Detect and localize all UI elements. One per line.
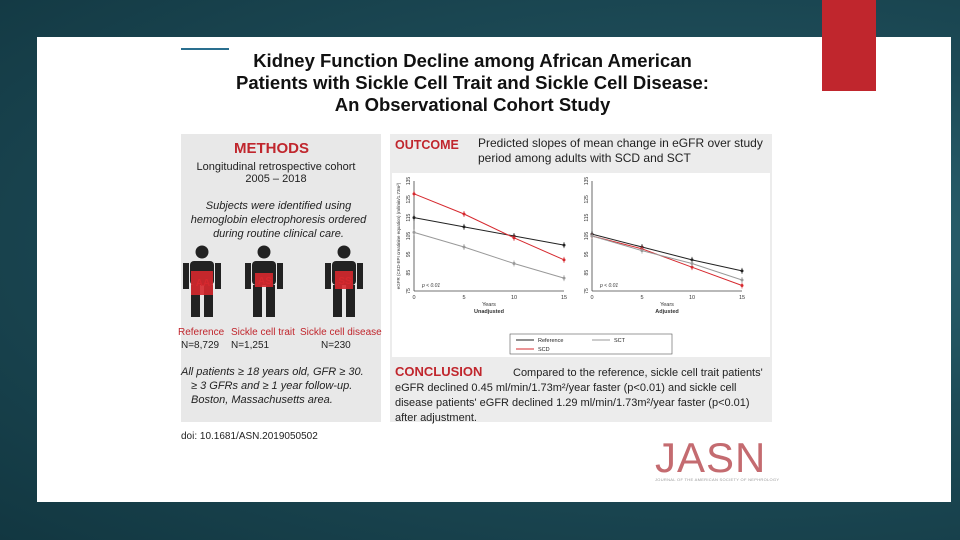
data-point-sct — [512, 262, 516, 265]
subjects-line-3: during routine clinical care. — [213, 228, 344, 240]
p-value-annotation: p < 0.01 — [599, 283, 618, 289]
data-point-reference — [690, 258, 694, 262]
chart-sublabel: Adjusted — [655, 309, 679, 315]
legend-label-reference: Reference — [538, 338, 563, 344]
x-tick-label: 5 — [462, 295, 465, 301]
series-line-sct — [413, 231, 565, 279]
criteria-line-3: Boston, Massachusetts area. — [191, 394, 333, 406]
group-n-disease: N=230 — [321, 340, 351, 351]
x-tick-label: 10 — [689, 295, 695, 301]
cohort-line-2: 2005 – 2018 — [245, 173, 307, 185]
slide-title: Kidney Function Decline among African Am… — [190, 50, 755, 116]
data-point-sct — [740, 278, 744, 282]
title-rule — [181, 48, 229, 50]
y-tick-label: 95 — [406, 251, 412, 257]
title-line-2: Patients with Sickle Cell Trait and Sick… — [236, 72, 709, 93]
x-tick-label: 15 — [561, 295, 567, 301]
data-point-reference — [562, 243, 566, 247]
cohort-text: Longitudinal retrospective cohort 2005 –… — [181, 161, 371, 185]
conclusion-heading: CONCLUSION — [395, 364, 483, 379]
criteria-text: All patients ≥ 18 years old, GFR ≥ 30. ≥… — [181, 365, 381, 407]
data-point-scd — [412, 192, 416, 196]
person-icon-ss — [325, 245, 363, 317]
data-point-scd — [512, 236, 516, 240]
group-label-reference: Reference — [178, 327, 225, 338]
title-line-3: An Observational Cohort Study — [334, 94, 611, 115]
group-n-trait: N=1,251 — [231, 340, 270, 351]
patient-figures — [183, 245, 363, 317]
group-code-as: AS — [258, 276, 272, 287]
subjects-line-1: Subjects were identified using — [205, 200, 352, 212]
cohort-line-1: Longitudinal retrospective cohort — [196, 161, 356, 173]
data-point-scd — [462, 212, 466, 216]
y-tick-label: 95 — [584, 251, 590, 257]
y-tick-label: 125 — [406, 195, 412, 204]
y-tick-label: 75 — [584, 288, 590, 294]
doi-text: doi: 10.1681/ASN.2019050502 — [181, 431, 318, 442]
y-tick-label: 135 — [584, 177, 590, 186]
data-point-sct — [462, 245, 466, 249]
series-line-sct — [591, 235, 743, 281]
x-tick-label: 10 — [511, 295, 517, 301]
y-tick-label: 105 — [406, 232, 412, 241]
y-tick-label: 105 — [584, 232, 590, 241]
x-tick-label: 15 — [739, 295, 745, 301]
group-label-disease: Sickle cell disease — [300, 327, 382, 338]
y-tick-label: 85 — [406, 270, 412, 276]
legend-label-sct: SCT — [614, 338, 626, 344]
panel-gap — [381, 134, 390, 422]
x-tick-label: 0 — [590, 295, 593, 301]
series-line-scd — [413, 193, 565, 261]
data-point-sct — [640, 249, 644, 253]
data-point-scd — [690, 265, 694, 269]
journal-subtitle: JOURNAL OF THE AMERICAN SOCIETY OF NEPHR… — [655, 477, 780, 482]
y-tick-label: 115 — [584, 213, 590, 221]
group-label-trait: Sickle cell trait — [231, 327, 295, 338]
group-n-reference: N=8,729 — [181, 340, 220, 351]
y-tick-label: 115 — [406, 213, 412, 221]
subjects-line-2: hemoglobin electrophoresis ordered — [190, 214, 367, 226]
data-point-sct — [412, 230, 416, 234]
person-icon-as — [245, 245, 283, 317]
x-axis-label: Years — [482, 302, 496, 308]
criteria-line-2: ≥ 3 GFRs and ≥ 1 year follow-up. — [191, 380, 353, 392]
chart-sublabel: Unadjusted — [474, 309, 504, 315]
data-point-reference — [412, 216, 416, 220]
group-code-ss: SS — [338, 276, 352, 287]
outcome-heading: OUTCOME — [395, 138, 459, 152]
x-tick-label: 5 — [640, 295, 643, 301]
subjects-text: Subjects were identified using hemoglobi… — [176, 199, 381, 241]
data-point-sct — [562, 276, 566, 280]
journal-logo: JASN — [655, 434, 767, 481]
data-point-sct — [590, 234, 594, 238]
conclusion-text: Compared to the reference, sickle cell t… — [395, 367, 763, 424]
criteria-line-1: All patients ≥ 18 years old, GFR ≥ 30. — [181, 366, 364, 378]
y-axis-label: eGFR (CKD-EPI creatinine equation) (ml/m… — [396, 182, 401, 289]
y-tick-label: 125 — [584, 195, 590, 204]
title-line-1: Kidney Function Decline among African Am… — [253, 50, 692, 71]
data-point-reference — [740, 269, 744, 273]
y-tick-label: 75 — [406, 288, 412, 294]
data-point-scd — [562, 258, 566, 262]
x-axis-label: Years — [660, 302, 674, 308]
data-point-sct — [690, 262, 694, 265]
accent-bar — [822, 0, 876, 91]
person-icon-aa — [183, 245, 221, 317]
data-point-scd — [740, 284, 744, 287]
series-line-reference — [413, 217, 565, 246]
data-point-reference — [462, 225, 466, 229]
series-line-scd — [591, 235, 743, 286]
legend-box — [509, 333, 673, 355]
chart-area — [392, 173, 770, 357]
series-line-reference — [591, 233, 743, 272]
y-tick-label: 135 — [406, 177, 412, 186]
methods-heading: METHODS — [234, 140, 309, 157]
x-tick-label: 0 — [412, 295, 415, 301]
y-tick-label: 85 — [584, 270, 590, 276]
legend-label-scd: SCD — [538, 347, 550, 353]
group-code-aa: AA — [195, 278, 211, 289]
outcome-text: Predicted slopes of mean change in eGFR … — [478, 136, 763, 165]
p-value-annotation: p < 0.01 — [421, 283, 440, 289]
